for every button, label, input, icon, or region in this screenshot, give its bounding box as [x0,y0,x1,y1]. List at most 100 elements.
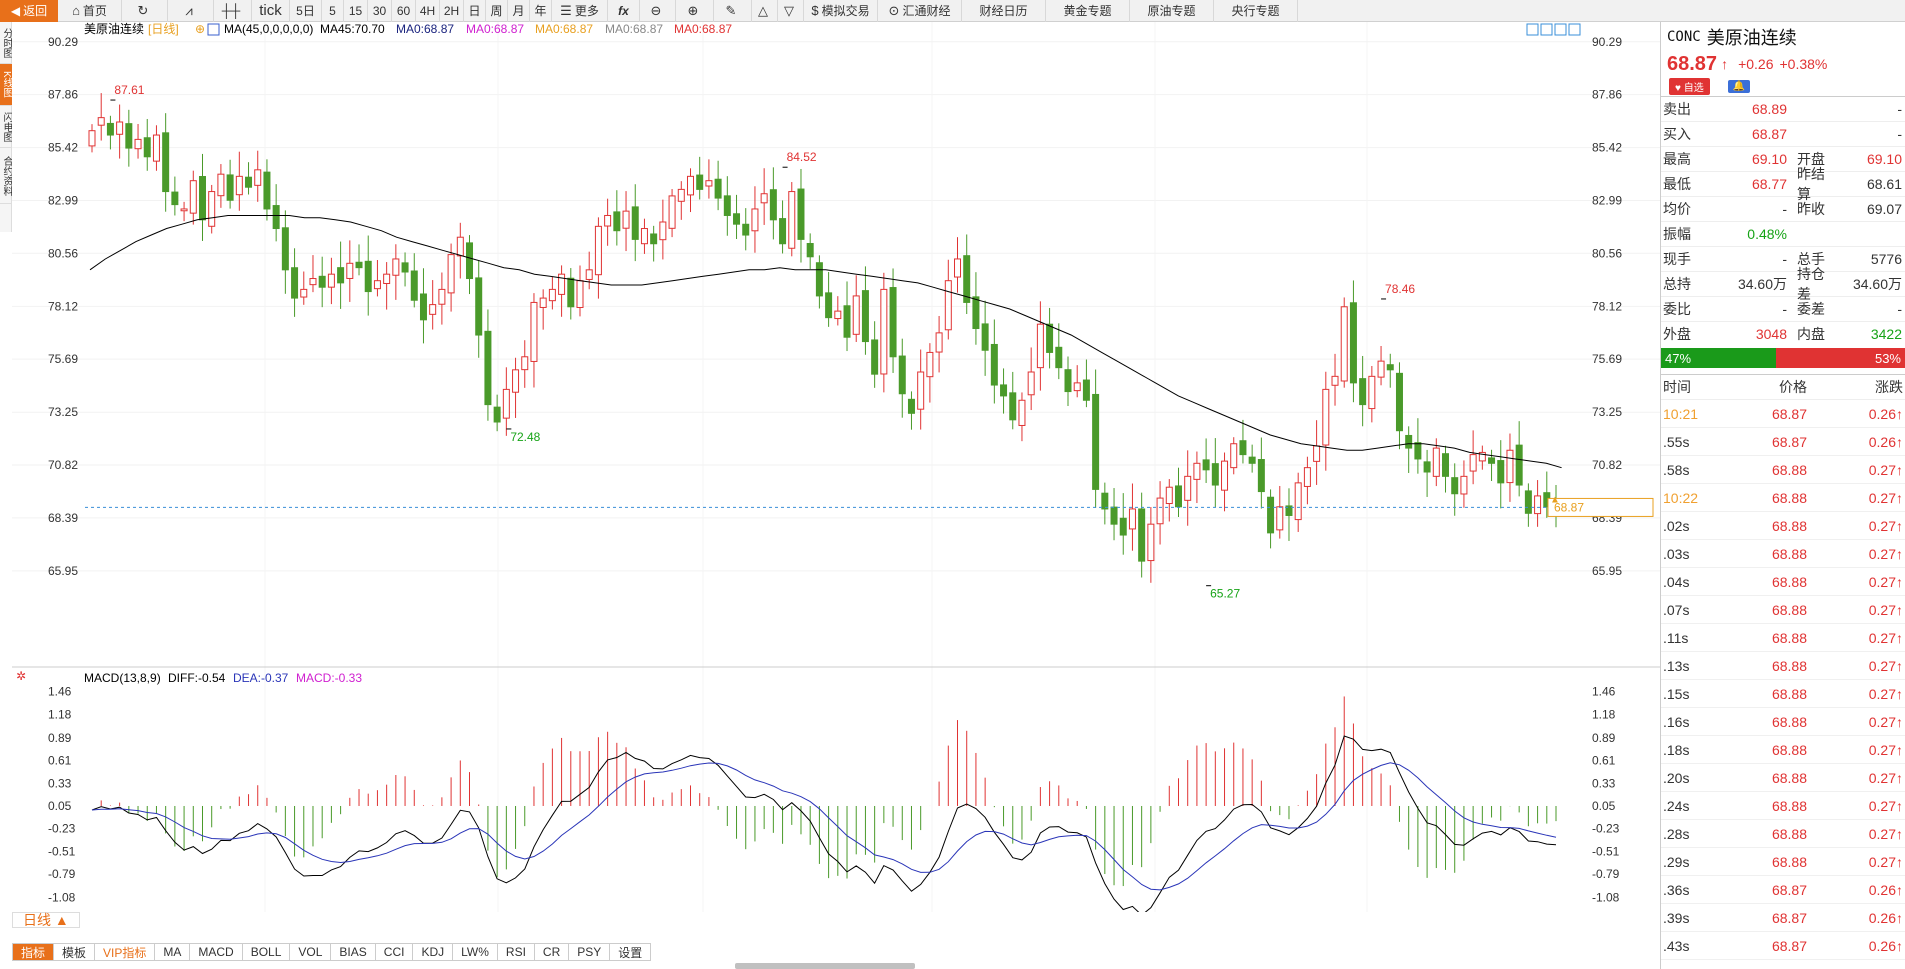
period-month[interactable]: 月 [508,0,530,22]
down-triangle-button[interactable]: ▽ [778,0,804,22]
period-day[interactable]: 日 [464,0,486,22]
indicator-tab-cr[interactable]: CR [534,943,570,961]
symbol-code: CONC [1667,29,1701,45]
period-5day[interactable]: 5日 [290,0,322,22]
candle-type-button[interactable]: ┼┼ [214,0,252,22]
topic-gold[interactable]: 黄金专题 [1046,0,1130,22]
candle-up [116,121,124,135]
period-2h[interactable]: 2H [440,0,464,22]
quote-value: 69.10 [1751,151,1787,167]
period-30min[interactable]: 30 [368,0,392,22]
quote-label: 最高 [1663,151,1691,167]
tick-change: 0.27↑ [1868,601,1903,618]
period-selector[interactable]: 日线 ▲ [12,912,80,928]
period-60min[interactable]: 60 [392,0,416,22]
indicator-tab-lw[interactable]: LW% [453,943,498,961]
refresh-button[interactable]: ↻ [122,0,168,22]
quote-label: 买入 [1663,126,1691,142]
tick-row: .04s 68.88 0.27↑ [1661,568,1905,596]
alert-bell-icon[interactable]: 🔔 [1727,79,1751,93]
draw-button[interactable]: ✎ [714,0,752,22]
tab-contract[interactable]: 合约资料 [0,148,12,204]
indicator-tab-kdj[interactable]: KDJ [413,943,454,961]
tick-row: .28s 68.88 0.27↑ [1661,820,1905,848]
indicator-tab-vol[interactable]: VOL [290,943,332,961]
candle-up [880,288,888,375]
indicator-tab-macd[interactable]: MACD [190,943,243,961]
extreme-label: 87.61 [114,83,144,97]
add-favorite-button[interactable]: ♥ 自选 [1669,77,1710,95]
more-button[interactable]: ☰ 更多 [552,0,608,22]
tick-change: 0.27↑ [1868,769,1903,786]
chart-type-button[interactable]: ⩘ [168,0,214,22]
candle-up [640,228,648,245]
topic-centralbank[interactable]: 央行专题 [1214,0,1298,22]
up-triangle-button[interactable]: △ [752,0,778,22]
candle-down [1110,506,1118,525]
period-year[interactable]: 年 [530,0,552,22]
candle-down [125,123,133,149]
candle-down [714,178,722,199]
indicator-tab-rsi[interactable]: RSI [497,943,535,961]
tick-price: 68.88 [1771,657,1807,674]
indicator-tab-cci[interactable]: CCI [375,943,414,961]
candle-down [1386,364,1394,371]
topic-oil[interactable]: 原油专题 [1130,0,1214,22]
window-btn-2[interactable] [1540,23,1553,36]
candle-down [1414,442,1422,460]
y-tick-label: 65.95 [1592,564,1622,578]
legend-settings-icon[interactable]: ⊕ [195,22,205,36]
period-week[interactable]: 周 [486,0,508,22]
tick-price: 68.87 [1771,937,1807,954]
ma-settings-icon[interactable] [207,23,220,36]
indicator-tab-template[interactable]: 模板 [54,943,96,961]
tick-time: .29s [1663,853,1690,870]
quote-row: 最高 69.10 开盘 69.10 [1661,146,1905,171]
toolbar: ◀ 返回 ⌂ 首页 ↻ ⩘ ┼┼ tick 5日 5 15 30 60 4H 2H … [0,0,1905,22]
period-15min[interactable]: 15 [344,0,368,22]
window-btn-3[interactable] [1554,23,1567,36]
indicator-tab-psy[interactable]: PSY [569,943,611,961]
quote-value-2: 69.07 [1866,201,1902,217]
macd-settings-icon[interactable]: ✲ [16,669,26,683]
kline-chart[interactable]: 90.29 87.86 85.42 82.99 80.56 78.12 75.69 73.25… [0,22,1660,912]
indicator-tab-vip[interactable]: VIP指标 [95,943,156,961]
zoom-out-button[interactable]: ⊖ [640,0,676,22]
tab-timeshare[interactable]: 分时图 [0,22,12,64]
window-btn-4[interactable] [1568,23,1581,36]
candle-up [1368,375,1376,410]
tick-time: .13s [1663,657,1690,674]
horizontal-scrollbar[interactable] [735,963,915,969]
quote-row: 卖出 68.89 - [1661,96,1905,121]
indicator-tab-settings[interactable]: 设置 [610,943,652,961]
candle-down [779,218,787,245]
back-button[interactable]: ◀ 返回 [0,0,58,22]
indicator-tab-boll[interactable]: BOLL [242,943,291,961]
period-4h[interactable]: 4H [416,0,440,22]
topic-calendar[interactable]: 财经日历 [962,0,1046,22]
candle-down [1055,346,1063,369]
tick-time: .16s [1663,713,1690,730]
sim-trade-button[interactable]: $ 模拟交易 [804,0,878,22]
tick-row: 10:21 68.87 0.26↑ [1661,400,1905,428]
huitong-button[interactable]: ⊙ 汇通财经 [878,0,962,22]
indicator-tab-bias[interactable]: BIAS [331,943,376,961]
formula-button[interactable]: fx [608,0,640,22]
tab-flash[interactable]: 闪电图 [0,106,12,148]
candle-up [97,117,105,126]
chart-window-buttons [1526,23,1581,36]
indicator-tab-ma[interactable]: MA [155,943,191,961]
window-btn-1[interactable] [1526,23,1539,36]
y-tick-label: 85.42 [1592,141,1622,155]
tick-button[interactable]: tick [252,0,290,22]
home-button[interactable]: ⌂ 首页 [58,0,122,22]
candle-down [1211,463,1219,486]
candle-up [1506,449,1514,484]
period-5min[interactable]: 5 [322,0,344,22]
candle-up [373,280,381,290]
indicator-tab-index[interactable]: 指标 [12,943,55,961]
legend-ma0-4: MA0:68.87 [605,22,663,36]
macd-tick-label: 0.61 [48,754,72,768]
tab-kline[interactable]: K线图 [0,64,12,106]
zoom-in-button[interactable]: ⊕ [676,0,714,22]
